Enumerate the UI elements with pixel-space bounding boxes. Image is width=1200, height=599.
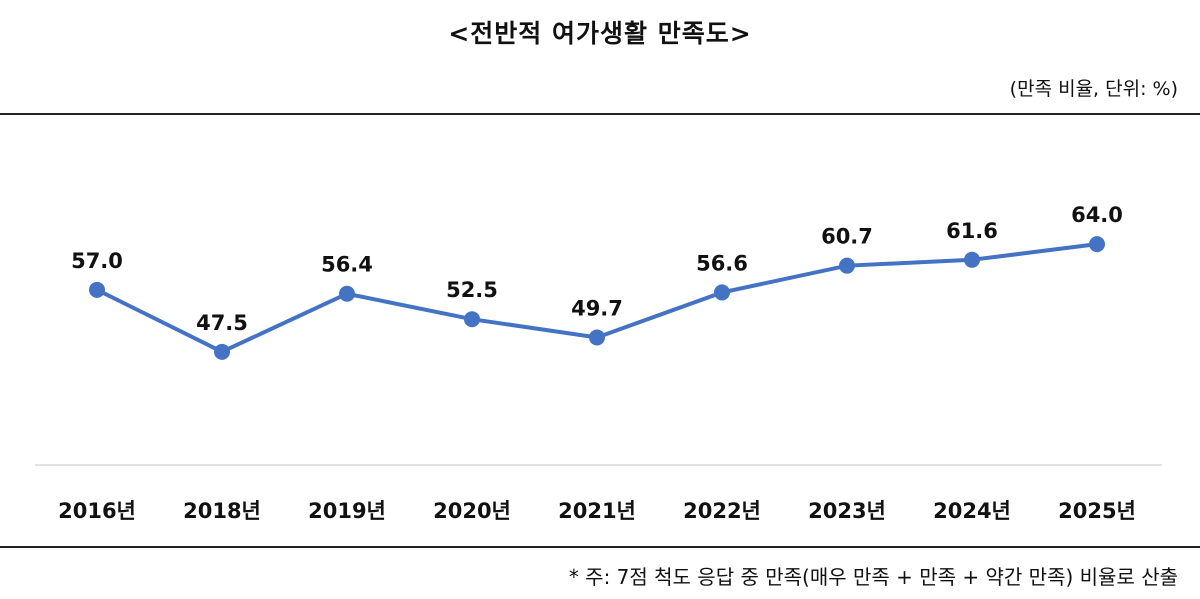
- data-point: [1089, 236, 1105, 253]
- data-point: [964, 251, 980, 268]
- top-divider: [0, 113, 1200, 115]
- x-tick-label: 2025년: [1058, 499, 1136, 523]
- data-point: [89, 281, 105, 298]
- x-tick-label: 2019년: [308, 499, 386, 523]
- data-label: 56.6: [696, 251, 748, 275]
- x-tick-label: 2023년: [808, 499, 886, 523]
- data-label: 52.5: [446, 278, 498, 302]
- data-label: 57.0: [71, 249, 123, 273]
- bottom-divider: [0, 546, 1200, 548]
- data-label: 64.0: [1071, 203, 1123, 227]
- data-point: [464, 311, 480, 328]
- x-tick-label: 2018년: [183, 499, 261, 523]
- data-point: [339, 285, 355, 302]
- data-label: 56.4: [321, 253, 373, 277]
- data-point: [714, 284, 730, 301]
- data-label: 47.5: [196, 311, 248, 335]
- data-point: [839, 257, 855, 274]
- x-tick-label: 2021년: [558, 499, 636, 523]
- data-label: 49.7: [571, 296, 623, 320]
- x-tick-label: 2020년: [433, 499, 511, 523]
- data-label: 60.7: [821, 225, 873, 249]
- data-point: [589, 329, 605, 346]
- x-tick-label: 2016년: [58, 499, 136, 523]
- x-tick-label: 2022년: [683, 499, 761, 523]
- data-label: 61.6: [946, 219, 998, 243]
- x-tick-label: 2024년: [933, 499, 1011, 523]
- footnote: * 주: 7점 척도 응답 중 만족(매우 만족 + 만족 + 약간 만족) 비…: [568, 565, 1178, 589]
- chart-title: <전반적 여가생활 만족도>: [448, 19, 752, 48]
- data-point: [214, 343, 230, 360]
- unit-label: (만족 비율, 단위: %): [1009, 78, 1178, 100]
